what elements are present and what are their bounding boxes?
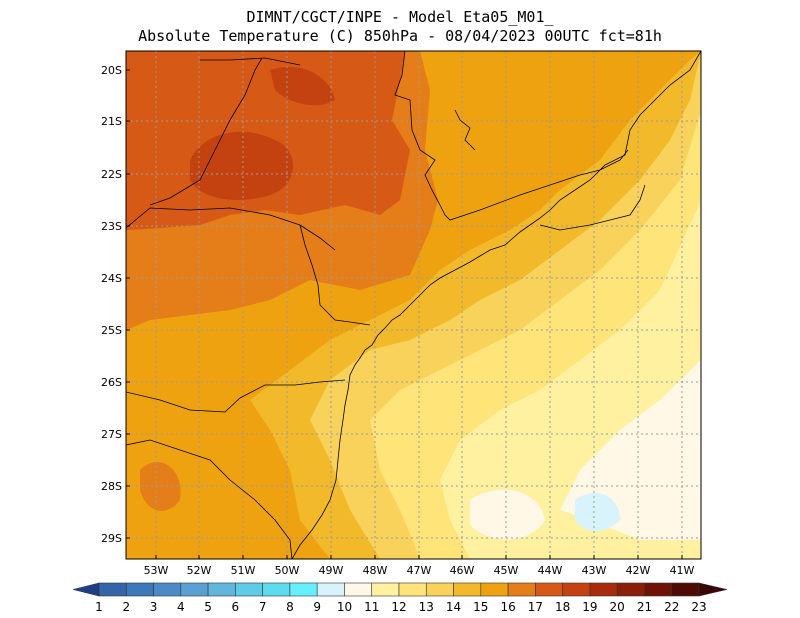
lon-label: 51W: [231, 564, 256, 577]
colorbar-swatch: [562, 582, 591, 597]
colorbar-swatch: [371, 582, 400, 597]
colorbar-swatch: [616, 582, 645, 597]
lon-label: 46W: [450, 564, 475, 577]
colorbar-swatch: [507, 582, 536, 597]
lon-label: 47W: [407, 564, 432, 577]
colorbar-swatch: [98, 582, 127, 597]
colorbar-label: 19: [582, 600, 597, 614]
colorbar-swatch: [344, 582, 373, 597]
colorbar-label: 8: [286, 600, 294, 614]
colorbar-label: 15: [473, 600, 488, 614]
grid-lines: [126, 51, 701, 559]
colorbar: 1 2 3 4 5 6 7 8 9 10 11 12 13 14 15 16 17 18 19 20 21 22 23: [72, 582, 728, 614]
colorbar-label: 6: [232, 600, 240, 614]
lon-label: 41W: [670, 564, 695, 577]
title-line-2: Absolute Temperature (C) 850hPa - 08/04/…: [138, 27, 662, 45]
colorbar-label: 18: [555, 600, 570, 614]
lat-label: 21S: [101, 115, 122, 128]
colorbar-swatch: [398, 582, 427, 597]
lat-label: 24S: [101, 272, 122, 285]
lon-label: 43W: [582, 564, 607, 577]
colorbar-label: 5: [204, 600, 212, 614]
colorbar-high-arrow: [698, 582, 728, 597]
lon-label: 50W: [275, 564, 300, 577]
colorbar-label: 21: [637, 600, 652, 614]
temperature-field: [126, 51, 701, 559]
colorbar-swatch: [535, 582, 563, 597]
colorbar-label: 7: [259, 600, 267, 614]
lon-label: 45W: [494, 564, 519, 577]
lat-label: 28S: [101, 480, 122, 493]
colorbar-label: 1: [95, 600, 103, 614]
map-frame: [125, 50, 702, 560]
colorbar-swatch: [153, 582, 182, 597]
colorbar-swatch: [235, 582, 263, 597]
colorbar-label: 17: [528, 600, 543, 614]
colorbar-label: 20: [610, 600, 625, 614]
colorbar-label: 2: [122, 600, 130, 614]
colorbar-swatch: [480, 582, 509, 597]
lat-label: 25S: [101, 324, 122, 337]
colorbar-label: 14: [446, 600, 461, 614]
colorbar-swatch: [289, 582, 318, 597]
lat-label: 20S: [101, 64, 122, 77]
latitude-axis: 20S 21S 22S 23S 24S 25S 26S 27S 28S 29S: [101, 64, 130, 545]
lon-label: 44W: [538, 564, 563, 577]
lat-label: 26S: [101, 376, 122, 389]
longitude-axis: 53W 52W 51W 50W 49W 48W 47W 46W 45W 44W 43W 42W 41W: [144, 555, 695, 577]
colorbar-swatch: [453, 582, 482, 597]
colorbar-swatch: [180, 582, 209, 597]
colorbar-label: 3: [150, 600, 158, 614]
colorbar-swatch: [262, 582, 291, 597]
colorbar-label: 12: [391, 600, 406, 614]
lat-label: 29S: [101, 532, 122, 545]
colorbar-label: 16: [500, 600, 515, 614]
colorbar-label: 23: [691, 600, 706, 614]
lat-label: 23S: [101, 220, 122, 233]
colorbar-swatch: [207, 582, 236, 597]
lat-label: 22S: [101, 168, 122, 181]
lon-label: 49W: [319, 564, 344, 577]
colorbar-swatch: [589, 582, 618, 597]
lon-label: 42W: [626, 564, 651, 577]
lon-label: 53W: [144, 564, 169, 577]
colorbar-low-arrow: [72, 582, 100, 597]
title-line-1: DIMNT/CGCT/INPE - Model Eta05_M01_: [246, 8, 554, 26]
colorbar-swatch: [125, 582, 154, 597]
lat-label: 27S: [101, 428, 122, 441]
colorbar-swatch: [316, 582, 345, 597]
coastline-borders: [126, 51, 701, 559]
colorbar-label: 4: [177, 600, 185, 614]
lon-label: 48W: [363, 564, 388, 577]
lon-label: 52W: [187, 564, 212, 577]
colorbar-label: 22: [664, 600, 679, 614]
colorbar-label: 13: [419, 600, 434, 614]
colorbar-label: 11: [364, 600, 379, 614]
colorbar-swatch: [671, 582, 700, 597]
colorbar-label: 9: [313, 600, 321, 614]
colorbar-swatch: [425, 582, 454, 597]
colorbar-label: 10: [337, 600, 352, 614]
colorbar-swatch: [644, 582, 673, 597]
